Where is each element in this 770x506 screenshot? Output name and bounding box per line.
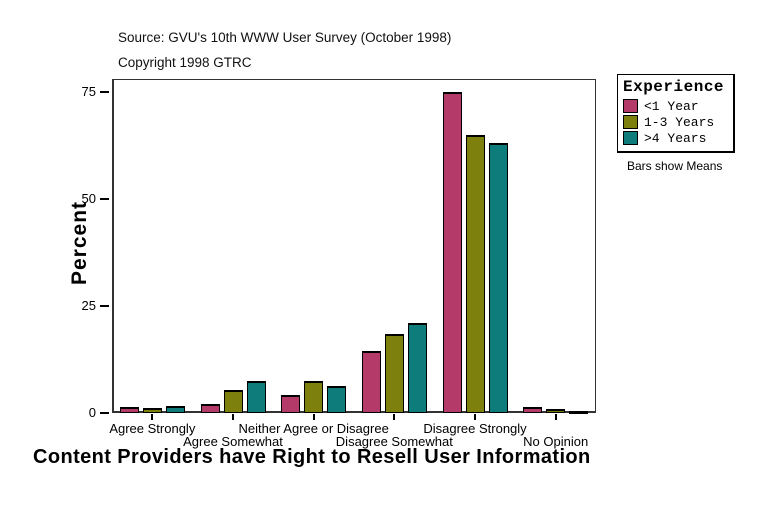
bar (407, 323, 427, 413)
bar (246, 380, 266, 413)
bar (523, 406, 543, 413)
x-axis-tick (232, 414, 234, 420)
x-category-label: No Opinion (523, 434, 589, 449)
x-category-label: Agree Somewhat (183, 434, 283, 449)
copyright-text: Copyright 1998 GTRC (118, 55, 252, 70)
x-axis-tick (393, 414, 396, 420)
legend-swatch (623, 99, 638, 113)
legend-items: <1 Year 1-3 Years >4 Years (623, 98, 728, 146)
legend-swatch (623, 115, 638, 129)
y-tick-label: 25 (81, 297, 96, 313)
y-axis-tick (100, 90, 109, 93)
y-tick-label: 75 (81, 83, 96, 99)
bar (304, 381, 324, 413)
y-tick-label: 50 (81, 190, 96, 206)
bar (327, 386, 347, 413)
x-category-label: Agree Strongly (109, 421, 196, 436)
source-text: Source: GVU's 10th WWW User Survey (Octo… (118, 30, 452, 45)
bar (442, 91, 462, 413)
x-axis-tick (554, 414, 557, 420)
plot-area (112, 79, 596, 413)
x-category-label: Disagree Somewhat (335, 434, 453, 449)
y-axis-title: Percent (68, 200, 91, 286)
bar (200, 403, 220, 413)
bar (546, 408, 566, 413)
chart-title: Content Providers have Right to Resell U… (33, 446, 591, 468)
x-axis-tick (312, 414, 315, 420)
legend-item: >4 Years (623, 130, 728, 146)
legend-item: <1 Year (623, 98, 728, 114)
bar (142, 407, 162, 413)
bar (119, 407, 139, 413)
bar (361, 350, 381, 413)
bar (569, 411, 589, 414)
legend-note: Bars show Means (627, 159, 723, 173)
x-category-label: Neither Agree or Disagree (238, 421, 389, 436)
y-tick-label: 0 (88, 405, 96, 420)
x-axis-tick (474, 414, 476, 420)
legend-item-label: <1 Year (644, 98, 699, 114)
bar (488, 143, 508, 413)
legend-item: 1-3 Years (623, 114, 728, 130)
y-axis-tick (100, 412, 109, 414)
legend-swatch (623, 131, 638, 145)
legend-box: Experience <1 Year 1-3 Years >4 Years (617, 74, 735, 153)
bar (223, 390, 243, 413)
bar (465, 134, 485, 413)
legend-item-label: >4 Years (644, 130, 707, 146)
legend-title: Experience (623, 78, 725, 96)
bar (281, 394, 301, 413)
x-category-label: Disagree Strongly (423, 421, 527, 436)
bar (384, 333, 404, 413)
x-axis-tick (151, 414, 154, 420)
y-axis-tick (100, 304, 109, 307)
bar (165, 406, 185, 413)
legend-item-label: 1-3 Years (644, 114, 715, 130)
y-axis-tick (100, 197, 109, 200)
